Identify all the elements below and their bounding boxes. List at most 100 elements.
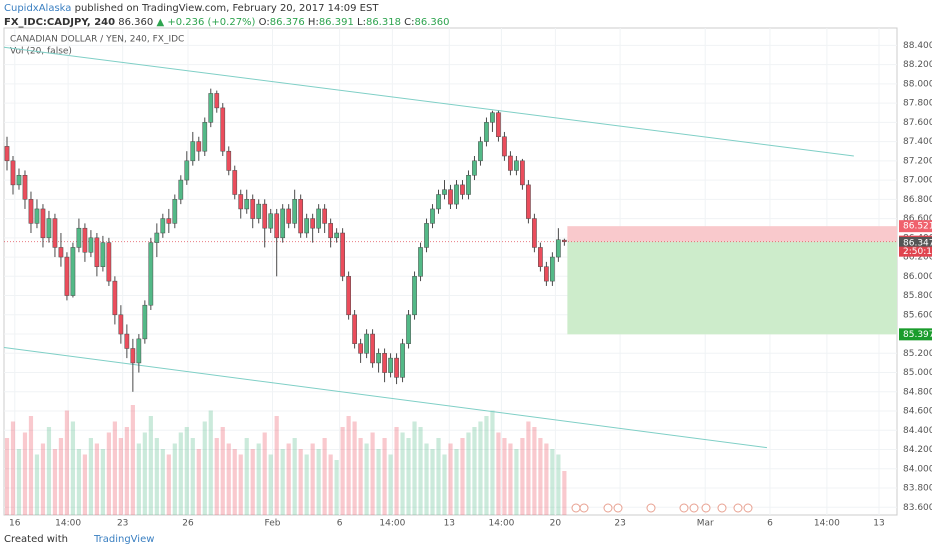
volume-bar — [550, 449, 555, 515]
volume-bar — [430, 449, 435, 515]
candle-body — [472, 160, 477, 176]
candle-body — [502, 136, 507, 157]
candle-body — [106, 242, 112, 282]
volume-bar — [238, 454, 243, 515]
volume-bar — [460, 438, 465, 515]
volume-bar — [382, 438, 387, 515]
candle-body — [322, 208, 327, 224]
y-tick-label: 86.000 — [903, 272, 932, 282]
brand[interactable]: TradingView — [93, 534, 155, 545]
volume-bar — [124, 427, 129, 515]
close: 86.360 — [414, 17, 450, 28]
volume-bar — [148, 416, 153, 515]
candle-body — [172, 199, 178, 224]
candle-body — [412, 276, 417, 316]
x-tick-label: 16 — [9, 519, 21, 529]
volume-bar — [100, 449, 105, 515]
volume-bar — [226, 443, 231, 515]
y-tick-label: 87.400 — [903, 137, 932, 147]
volume-bar — [184, 427, 189, 515]
created: Created with — [4, 534, 68, 545]
candle-body — [244, 199, 250, 210]
volume-bar — [280, 449, 285, 515]
candle-body — [70, 247, 76, 296]
volume-bar — [508, 443, 513, 515]
candle-body — [142, 304, 148, 340]
volume-bar — [520, 438, 525, 515]
x-tick-label: 13 — [444, 519, 455, 529]
y-tick-label: 84.800 — [903, 387, 932, 397]
volume-bar — [292, 438, 297, 515]
candle-body — [496, 112, 501, 138]
candle-body — [514, 160, 519, 171]
candle-body — [22, 175, 28, 200]
c-label: C: — [404, 17, 415, 28]
candle-body — [118, 314, 124, 335]
volume-bar — [178, 432, 183, 515]
candle-body — [436, 194, 441, 210]
candle-body — [556, 239, 561, 258]
low: 86.318 — [365, 17, 401, 28]
y-tick-label: 85.600 — [903, 310, 932, 320]
y-tick-label: 84.200 — [903, 445, 932, 455]
candle-body — [124, 333, 130, 349]
y-tick-label: 87.800 — [903, 99, 932, 109]
candle-body — [52, 218, 58, 248]
y-tick-label: 88.000 — [903, 79, 932, 89]
volume-bar — [130, 405, 135, 515]
trend-line — [3, 46, 854, 157]
volume-bar — [274, 416, 279, 515]
y-tick-label: 88.400 — [903, 41, 932, 51]
volume-bar — [46, 427, 52, 515]
y-tick-label: 86.800 — [903, 195, 932, 205]
candle-body — [184, 160, 190, 181]
candle-body — [364, 333, 369, 354]
author[interactable]: CupidxAlaska — [4, 3, 72, 14]
x-tick-label: 14:00 — [814, 519, 840, 529]
volume-bar — [454, 449, 459, 515]
volume-bar — [244, 438, 249, 515]
candle-body — [526, 184, 531, 219]
candle-body — [226, 150, 232, 171]
countdown: 2:50:10 — [903, 247, 932, 257]
x-tick-label: 20 — [550, 519, 562, 529]
candle-body — [310, 218, 316, 229]
candle-body — [16, 175, 22, 186]
volume-bar — [478, 421, 483, 515]
volume-bar — [112, 421, 117, 515]
y-tick-label: 85.800 — [903, 291, 932, 301]
candle-body — [166, 218, 172, 224]
volume-bar — [364, 443, 369, 515]
volume-bar — [268, 454, 273, 515]
price-label: 86.347 — [903, 238, 932, 248]
h-label: H: — [307, 17, 319, 28]
candle-body — [382, 353, 387, 373]
candle-body — [208, 93, 214, 123]
volume-bar — [316, 449, 321, 515]
volume-bar — [232, 449, 237, 515]
x-tick-label: 23 — [614, 519, 625, 529]
volume-bar — [190, 438, 195, 515]
candle-body — [388, 357, 393, 373]
volume-bar — [40, 443, 46, 515]
volume-bar — [538, 438, 543, 515]
candle-body — [250, 199, 256, 219]
candle-body — [460, 184, 465, 195]
x-tick-label: 13 — [873, 519, 884, 529]
published: published on TradingView.com, February 2… — [74, 3, 379, 14]
candle-body — [316, 208, 321, 229]
candle-body — [76, 227, 82, 248]
y-tick-label: 84.400 — [903, 426, 932, 436]
candle-body — [178, 179, 184, 200]
volume-bar — [256, 443, 261, 515]
x-tick-label: 14:00 — [55, 519, 81, 529]
volume-bar — [442, 454, 447, 515]
event-icons — [571, 503, 753, 513]
candle-body — [130, 348, 136, 364]
volume-bar — [142, 432, 147, 515]
volume-bar — [64, 410, 70, 515]
candle-body — [346, 276, 351, 316]
y-tick-label: 87.600 — [903, 118, 932, 128]
volume-bar — [472, 427, 477, 515]
